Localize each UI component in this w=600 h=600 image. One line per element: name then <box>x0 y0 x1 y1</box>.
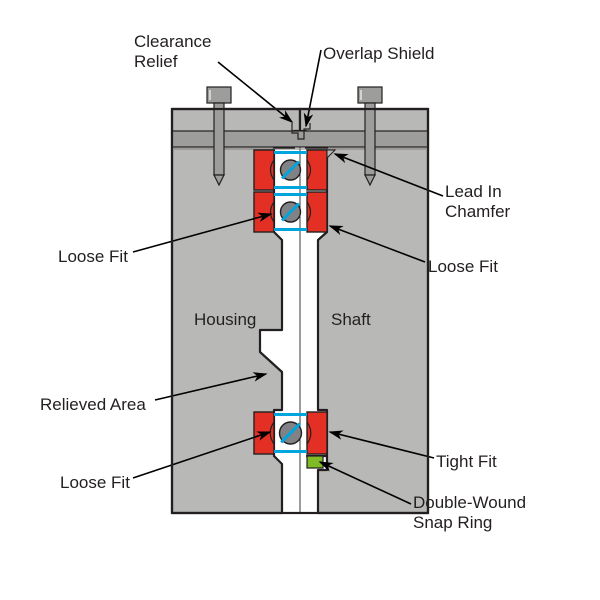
label-loose-fit-right-top: Loose Fit <box>428 257 498 277</box>
label-lead-in-chamfer: Lead In Chamfer <box>445 182 510 221</box>
label-shaft: Shaft <box>331 310 371 330</box>
label-loose-fit-left-top: Loose Fit <box>58 247 128 267</box>
label-clearance-relief: Clearance Relief <box>134 32 212 71</box>
label-housing: Housing <box>194 310 256 330</box>
label-tight-fit: Tight Fit <box>436 452 497 472</box>
label-overlap-shield: Overlap Shield <box>323 44 435 64</box>
bearing <box>254 192 327 232</box>
label-loose-fit-left-bottom: Loose Fit <box>60 473 130 493</box>
label-double-wound-snap-ring: Double-Wound Snap Ring <box>413 493 526 532</box>
bearing <box>254 150 327 190</box>
label-relieved-area: Relieved Area <box>40 395 146 415</box>
